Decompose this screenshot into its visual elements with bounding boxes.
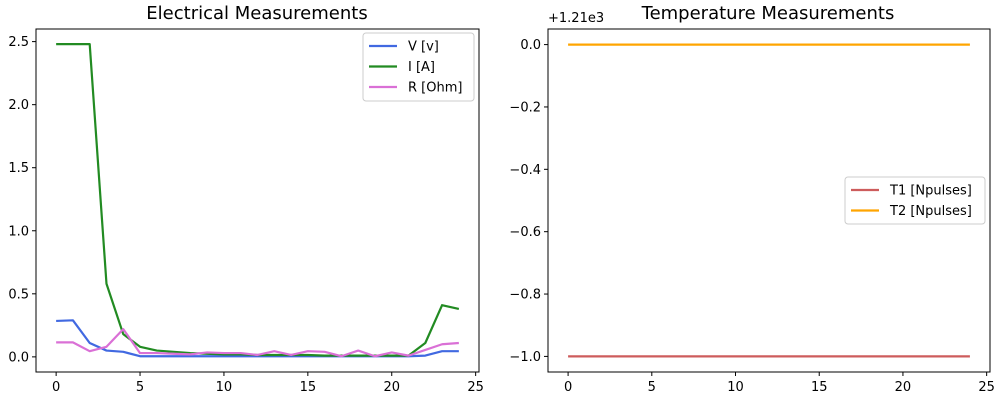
legend-box [362,32,475,102]
x-tick-label: 20 [383,380,400,395]
axes-frame [35,28,480,373]
y-tick-label: −1.0 [509,350,541,365]
y-tick-label: 1.5 [8,161,29,176]
legend: V [v] I [A] R [Ohm] [362,32,475,102]
temperature-chart: Temperature Measurements +1.21e3 0 5 10 15 2… [509,3,995,395]
electrical-chart: Electrical Measurements 0 5 10 15 20 25 0.0 0.5… [8,3,484,395]
y-tick-label: −0.4 [509,163,541,178]
x-tick-label: 0 [564,380,572,395]
y-tick-label: 0.0 [8,350,29,365]
y-tick-label: 2.5 [8,35,29,50]
y-tick-label: 0.0 [520,38,541,53]
x-tick-label: 20 [895,380,912,395]
legend-label: V [v] [408,40,439,55]
x-tick-label: 15 [811,380,828,395]
y-tick-label: −0.2 [509,100,541,115]
y-offset-label: +1.21e3 [548,11,604,26]
x-tick-label: 10 [216,380,233,395]
x-tick-label: 25 [978,380,995,395]
y-tick-label: 1.0 [8,224,29,239]
series-line-0 [56,319,459,358]
x-tick-label: 5 [648,380,656,395]
y-tick-label: −0.8 [509,288,541,303]
legend-label: R [Ohm] [408,81,462,96]
x-tick-label: 0 [52,380,60,395]
y-tick-label: 0.5 [8,287,29,302]
chart-title: Electrical Measurements [146,3,367,24]
axes-frame [547,28,991,373]
legend: T1 [Npulses] T2 [Npulses] [844,176,986,225]
x-tick-label: 10 [727,380,744,395]
y-tick-label: 2.0 [8,98,29,113]
x-tick-label: 5 [136,380,144,395]
x-tick-label: 15 [300,380,317,395]
x-tick-label: 25 [467,380,484,395]
legend-label: I [A] [408,60,435,75]
series-line-2 [56,328,459,358]
y-tick-label: −0.6 [509,225,541,240]
legend-box [844,176,986,225]
legend-label: T1 [Npulses] [889,184,972,199]
chart-title: Temperature Measurements [641,3,895,24]
legend-label: T2 [Npulses] [889,204,972,219]
